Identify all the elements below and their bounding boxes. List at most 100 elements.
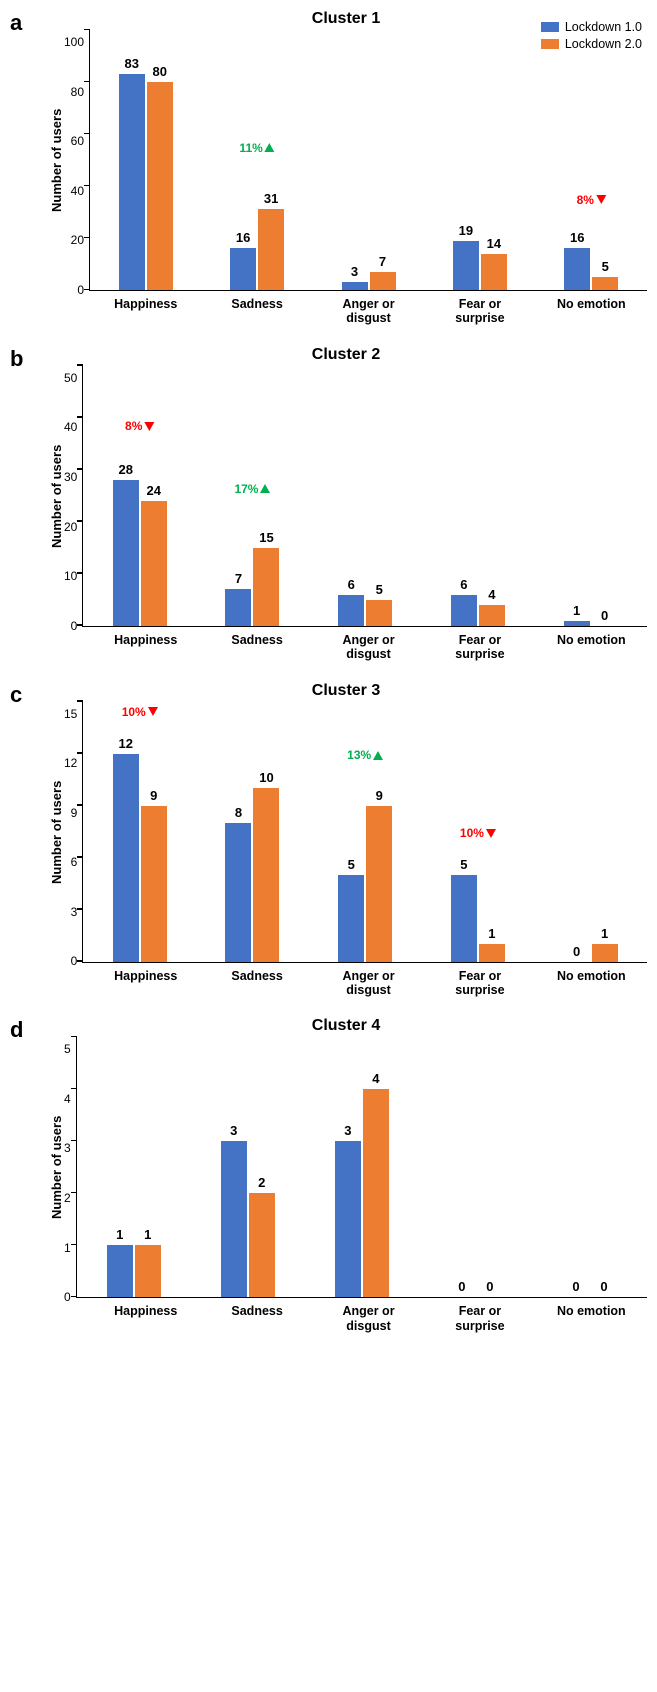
y-tick-label: 2 xyxy=(64,1192,71,1204)
y-tick-label: 20 xyxy=(64,521,77,533)
chart-title: Cluster 2 xyxy=(45,346,647,364)
bar-series2: 14 xyxy=(481,254,507,290)
y-tick-label: 30 xyxy=(64,471,77,483)
x-axis: HappinessSadnessAnger or disgustFear or … xyxy=(90,1304,647,1333)
bar-value-label: 2 xyxy=(258,1175,265,1190)
bar-series2: 9 xyxy=(366,806,392,962)
annotation-text: 11% xyxy=(239,141,262,155)
panel-a: aLockdown 1.0Lockdown 2.0Cluster 1Number… xyxy=(10,10,647,326)
y-tick-label: 100 xyxy=(64,36,84,48)
y-tick-label: 1 xyxy=(64,1242,71,1254)
bar-series1: 1 xyxy=(107,1245,133,1297)
bar-value-label: 28 xyxy=(118,462,132,477)
y-tick-label: 12 xyxy=(64,757,77,769)
y-tick-label: 9 xyxy=(71,807,78,819)
x-tick-label: No emotion xyxy=(536,1304,647,1333)
bar-series1: 1 xyxy=(564,621,590,626)
bar-value-label: 3 xyxy=(344,1123,351,1138)
bar-value-label: 9 xyxy=(150,788,157,803)
bar-value-label: 12 xyxy=(118,736,132,751)
bar-value-label: 16 xyxy=(570,230,584,245)
bar-group: 8380 xyxy=(90,30,201,290)
bar-value-label: 3 xyxy=(351,264,358,279)
x-axis: HappinessSadnessAnger or disgustFear or … xyxy=(90,297,647,326)
bar-group: 32 xyxy=(191,1037,305,1297)
bar-series2: 1 xyxy=(135,1245,161,1297)
bar-value-label: 0 xyxy=(458,1279,465,1294)
x-tick-label: Happiness xyxy=(90,969,201,998)
bar-group: 16 31 11% xyxy=(201,30,312,290)
y-tick-label: 0 xyxy=(77,284,84,296)
increase-annotation: 11% xyxy=(239,141,274,155)
y-tick-label: 3 xyxy=(64,1142,71,1154)
x-tick-label: Sadness xyxy=(201,633,312,662)
bar-value-label: 9 xyxy=(376,788,383,803)
x-tick-label: Fear or surprise xyxy=(424,969,535,998)
y-tick-label: 4 xyxy=(64,1093,71,1105)
bar-series2: 9 xyxy=(141,806,167,962)
y-tick-label: 0 xyxy=(71,620,78,632)
y-tick-label: 20 xyxy=(71,234,84,246)
x-tick-label: Sadness xyxy=(201,1304,312,1333)
bar-series1: 3 xyxy=(342,282,368,290)
bar-value-label: 6 xyxy=(348,577,355,592)
bar-value-label: 8 xyxy=(235,805,242,820)
bar-value-label: 5 xyxy=(348,857,355,872)
bar-series2: 2 xyxy=(249,1193,275,1297)
panel-b: bCluster 2Number of users504030201002824… xyxy=(10,346,647,662)
bar-series1: 3 xyxy=(221,1141,247,1297)
bar-group: 37 xyxy=(313,30,424,290)
x-tick-label: Fear or surprise xyxy=(424,297,535,326)
increase-annotation: 13% xyxy=(347,748,383,762)
bar-group: 01 xyxy=(534,702,647,962)
bar-value-label: 3 xyxy=(230,1123,237,1138)
bar-value-label: 1 xyxy=(573,603,580,618)
down-arrow-icon xyxy=(486,829,496,838)
x-tick-label: Anger or disgust xyxy=(313,297,424,326)
x-tick-label: Happiness xyxy=(90,297,201,326)
bar-value-label: 1 xyxy=(116,1227,123,1242)
up-arrow-icon xyxy=(373,751,383,760)
x-tick-label: No emotion xyxy=(536,969,647,998)
annotation-text: 17% xyxy=(234,482,258,496)
panel-c: cCluster 3Number of users1512963012910%8… xyxy=(10,682,647,998)
annotation-text: 10% xyxy=(460,826,484,840)
panel-letter: c xyxy=(10,682,22,708)
bar-series2: 10 xyxy=(253,788,279,961)
x-tick-label: Sadness xyxy=(201,297,312,326)
bar-value-label: 0 xyxy=(601,608,608,623)
x-tick-label: Anger or disgust xyxy=(313,969,424,998)
bar-value-label: 1 xyxy=(488,926,495,941)
bar-value-label: 0 xyxy=(572,1279,579,1294)
bar-value-label: 14 xyxy=(487,236,501,251)
y-tick-label: 0 xyxy=(71,955,78,967)
up-arrow-icon xyxy=(260,484,270,493)
panel-letter: d xyxy=(10,1017,23,1043)
y-tick-label: 80 xyxy=(71,86,84,98)
bar-group: 64 xyxy=(422,366,535,626)
bar-series1: 8 xyxy=(225,823,251,962)
y-tick-label: 0 xyxy=(64,1291,71,1303)
bar-value-label: 31 xyxy=(264,191,278,206)
y-axis-label: Number of users xyxy=(45,30,64,291)
bar-series1: 28 xyxy=(113,480,139,626)
down-arrow-icon xyxy=(148,707,158,716)
increase-annotation: 17% xyxy=(234,482,270,496)
plot-area: 28248%71517%656410 xyxy=(82,366,647,627)
bar-value-label: 0 xyxy=(486,1279,493,1294)
bar-series1: 12 xyxy=(113,754,139,962)
y-axis-label: Number of users xyxy=(45,366,64,627)
bar-group: 5913% xyxy=(309,702,422,962)
y-tick-label: 3 xyxy=(71,906,78,918)
x-axis: HappinessSadnessAnger or disgustFear or … xyxy=(90,633,647,662)
y-axis-label: Number of users xyxy=(45,702,64,963)
bar-value-label: 7 xyxy=(379,254,386,269)
plot-area: 12910%8105913%5110%01 xyxy=(82,702,647,963)
bar-group: 1658% xyxy=(536,30,647,290)
bar-group: 12910% xyxy=(83,702,196,962)
bar-value-label: 5 xyxy=(602,259,609,274)
bar-value-label: 16 xyxy=(236,230,250,245)
decrease-annotation: 8% xyxy=(125,419,154,433)
bar-group: 10 xyxy=(534,366,647,626)
bar-value-label: 6 xyxy=(460,577,467,592)
